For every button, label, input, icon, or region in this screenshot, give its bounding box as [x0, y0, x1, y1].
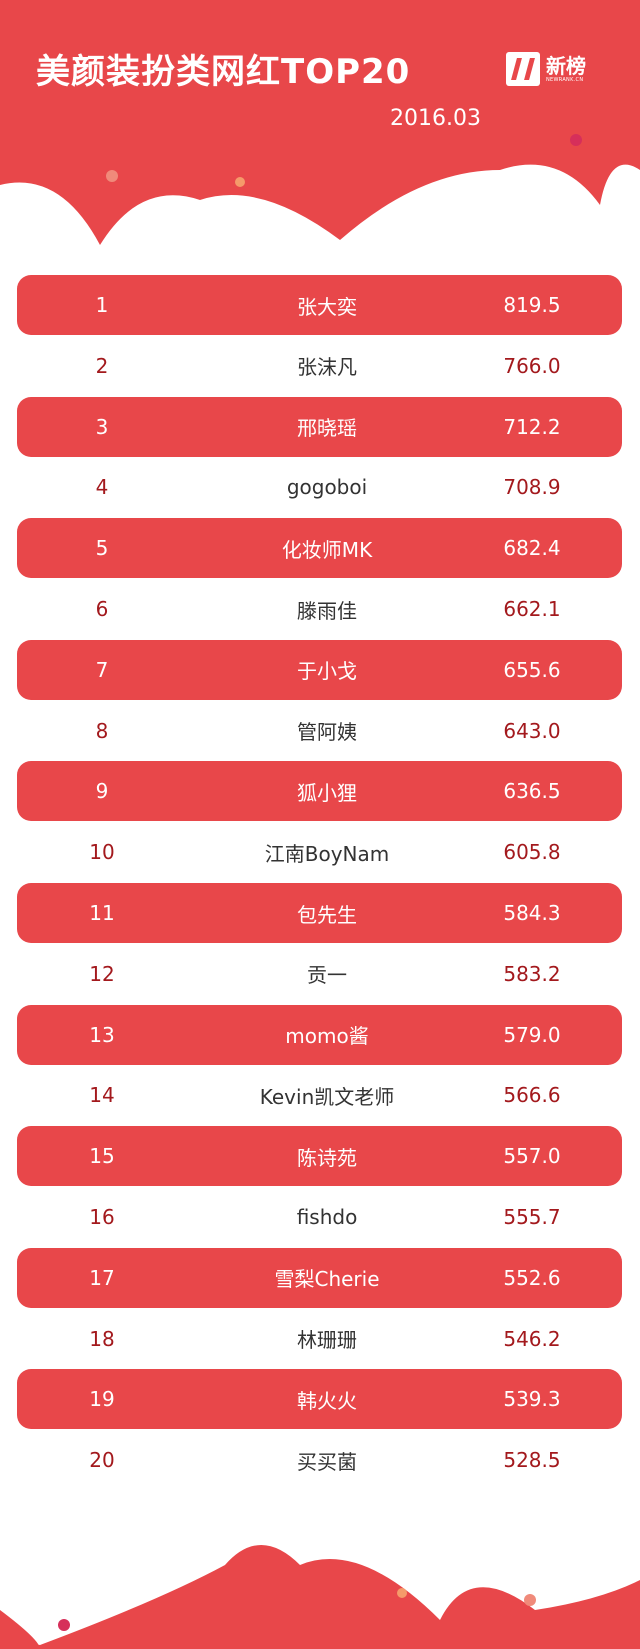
- ranking-row: 18 林珊珊 546.2: [17, 1309, 622, 1369]
- ranking-row: 3 邢晓瑶 712.2: [17, 396, 622, 457]
- account-name: 韩火火: [297, 1388, 357, 1413]
- rank-number: 7: [95, 657, 109, 682]
- score-value: 584.3: [503, 901, 561, 925]
- score-value: 819.5: [503, 293, 561, 317]
- account-name: 于小戈: [297, 659, 357, 684]
- rank-number: 17: [89, 1265, 115, 1290]
- account-name: Kevin凯文老师: [259, 1084, 395, 1109]
- rank-number: 8: [95, 718, 109, 743]
- ranking-row: 7 于小戈 655.6: [17, 639, 622, 700]
- ranking-row: 13 momo酱 579.0: [17, 1004, 622, 1065]
- score-value: 712.2: [503, 414, 561, 439]
- rank-number: 4: [95, 475, 109, 500]
- ranking-row: 9 狐小狸 636.5: [17, 761, 622, 822]
- score-value: 579.0: [503, 1022, 561, 1047]
- newrank-logo-icon: [506, 52, 540, 86]
- rank-number: 3: [95, 414, 109, 439]
- ranking-row: 10 江南BoyNam 605.8: [17, 822, 622, 882]
- rank-number: 16: [89, 1205, 115, 1229]
- account-name: 贡一: [307, 963, 347, 988]
- rank-number: 15: [89, 1144, 115, 1169]
- rank-number: 5: [95, 536, 109, 561]
- rank-number: 1: [95, 293, 109, 317]
- ranking-row: 20 买买菌 528.5: [17, 1430, 622, 1490]
- ranking-row: 16 fishdo 555.7: [17, 1187, 622, 1247]
- account-name: 管阿姨: [297, 720, 357, 745]
- ranking-row: 4 gogoboi 708.9: [17, 457, 622, 517]
- ranking-row: 17 雪梨Cherie 552.6: [17, 1247, 622, 1308]
- ranking-row: 5 化妆师MK 682.4: [17, 518, 622, 579]
- account-name: 狐小狸: [297, 780, 357, 805]
- ranking-row: 6 滕雨佳 662.1: [17, 579, 622, 639]
- account-name: 雪梨Cherie: [274, 1267, 380, 1292]
- account-name: 张大奕: [297, 294, 357, 319]
- rank-number: 14: [89, 1083, 115, 1108]
- score-value: 655.6: [503, 657, 561, 682]
- ranking-row: 15 陈诗苑 557.0: [17, 1126, 622, 1187]
- rank-number: 2: [95, 353, 109, 378]
- account-name: 买买菌: [297, 1449, 357, 1474]
- score-value: 583.2: [503, 961, 561, 986]
- page-title: 美颜装扮类网红TOP20: [36, 52, 411, 92]
- rank-number: 13: [89, 1022, 115, 1047]
- account-name: 邢晓瑶: [297, 416, 357, 441]
- account-name: 包先生: [297, 902, 357, 927]
- rank-number: 11: [89, 901, 115, 925]
- rank-number: 6: [95, 597, 109, 621]
- ranking-row: 1 张大奕 819.5: [17, 275, 622, 335]
- account-name: fishdo: [296, 1205, 358, 1229]
- logo-text: 新榜: [546, 54, 586, 78]
- ranking-row: 11 包先生 584.3: [17, 883, 622, 943]
- account-name: momo酱: [285, 1024, 369, 1049]
- score-value: 539.3: [503, 1387, 561, 1412]
- score-value: 643.0: [503, 718, 561, 743]
- rank-number: 20: [89, 1448, 115, 1473]
- score-value: 566.6: [503, 1083, 561, 1108]
- logo-subtext: NEWRANK.CN: [546, 77, 584, 83]
- ranking-row: 2 张沫凡 766.0: [17, 336, 622, 396]
- score-value: 636.5: [503, 779, 561, 804]
- ranking-row: 19 韩火火 539.3: [17, 1369, 622, 1430]
- rank-number: 10: [89, 840, 115, 865]
- account-name: 江南BoyNam: [264, 841, 390, 866]
- score-value: 708.9: [503, 475, 561, 500]
- rank-number: 12: [89, 961, 115, 986]
- rank-number: 9: [95, 779, 109, 804]
- rank-number: 19: [89, 1387, 115, 1412]
- score-value: 682.4: [503, 536, 561, 561]
- score-value: 528.5: [503, 1448, 561, 1473]
- score-value: 552.6: [503, 1265, 561, 1290]
- account-name: 陈诗苑: [297, 1145, 357, 1170]
- score-value: 605.8: [503, 840, 561, 865]
- rank-number: 18: [89, 1326, 115, 1351]
- account-name: 张沫凡: [297, 355, 357, 380]
- score-value: 662.1: [503, 597, 561, 621]
- newrank-logo: 新榜 NEWRANK.CN: [506, 52, 586, 86]
- footer-cloud: [0, 1545, 640, 1649]
- ranking-row: 8 管阿姨 643.0: [17, 701, 622, 761]
- ranking-row: 12 贡一 583.2: [17, 944, 622, 1004]
- header-cloud: [0, 0, 640, 245]
- account-name: 滕雨佳: [297, 598, 357, 623]
- account-name: 林珊珊: [297, 1328, 357, 1353]
- score-value: 555.7: [503, 1205, 561, 1229]
- score-value: 766.0: [503, 353, 561, 378]
- account-name: 化妆师MK: [281, 537, 373, 562]
- report-date: 2016.03: [390, 106, 481, 131]
- account-name: gogoboi: [286, 475, 368, 500]
- ranking-row: 14 Kevin凯文老师 566.6: [17, 1065, 622, 1125]
- score-value: 546.2: [503, 1326, 561, 1351]
- score-value: 557.0: [503, 1144, 561, 1169]
